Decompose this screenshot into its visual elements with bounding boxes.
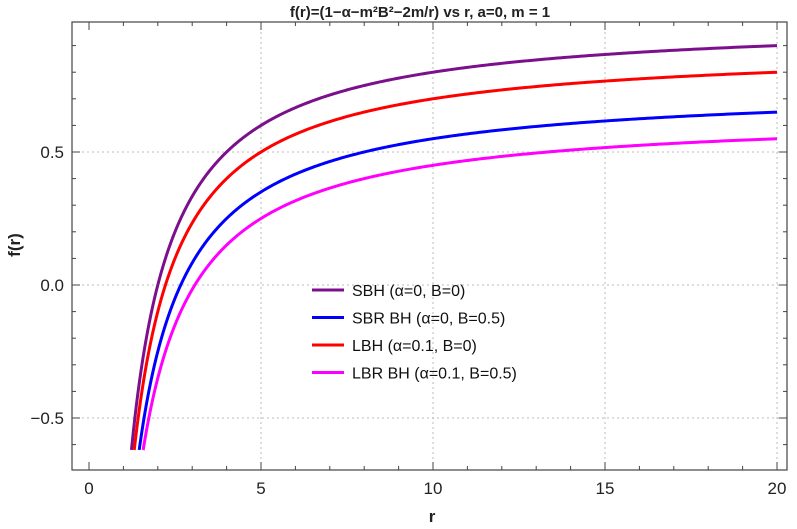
legend-entry: SBR BH (α=0, B=0.5) bbox=[352, 311, 505, 328]
legend-entry: LBH (α=0.1, B=0) bbox=[352, 338, 477, 355]
series-line-1 bbox=[137, 110, 778, 451]
x-tick-label: 15 bbox=[596, 479, 615, 498]
x-axis-label: r bbox=[429, 507, 436, 526]
y-axis-label: f(r) bbox=[5, 233, 24, 257]
x-tick-label: 10 bbox=[424, 479, 443, 498]
y-tick-label: 0.5 bbox=[40, 143, 64, 162]
series-line-2 bbox=[132, 70, 778, 451]
legend-entry: LBR BH (α=0.1, B=0.5) bbox=[352, 366, 517, 383]
y-tick-label: 0.0 bbox=[40, 276, 64, 295]
x-tick-label: 0 bbox=[84, 479, 93, 498]
series-line-0 bbox=[129, 44, 778, 451]
legend-entry: SBH (α=0, B=0) bbox=[352, 283, 465, 300]
chart-title: f(r)=(1−α−m²B²−2m/r) vs r, a=0, m = 1 bbox=[290, 4, 550, 21]
series-line-3 bbox=[141, 137, 778, 451]
x-tick-label: 20 bbox=[768, 479, 787, 498]
y-tick-label: −0.5 bbox=[30, 409, 64, 428]
x-tick-label: 5 bbox=[256, 479, 265, 498]
plot-frame bbox=[71, 21, 788, 471]
